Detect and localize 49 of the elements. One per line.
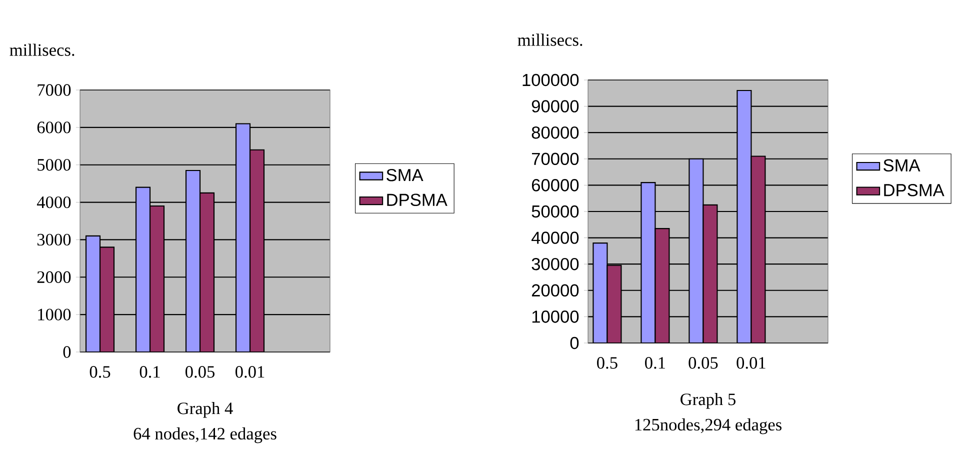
y-tick-label: 2000 (37, 271, 71, 283)
x-tick-label: 0.5 (90, 366, 110, 378)
y-tick-label: 70000 (532, 152, 579, 166)
bar (85, 235, 101, 352)
x-tick-label: 0.5 (597, 357, 618, 369)
bar (750, 156, 766, 343)
bar (606, 264, 622, 343)
x-tick-label: 0.05 (186, 366, 214, 378)
text: 125nodes,294 edages (635, 418, 782, 434)
x-tick-label: 0.01 (236, 366, 264, 378)
y-tick-label: 6000 (37, 122, 71, 134)
y-tick-label: 3000 (37, 234, 71, 246)
bar (702, 204, 718, 343)
bar (592, 242, 608, 343)
y-tick-label: 100000 (522, 74, 579, 86)
text: 64 nodes,142 edages (134, 427, 276, 444)
y-tick-label: 90000 (532, 100, 579, 112)
x-tick-label: 0.1 (140, 366, 160, 378)
legend-label: SMA (884, 159, 920, 172)
legend-label: DPSMA (387, 194, 448, 206)
x-tick-label: 0.05 (688, 357, 718, 369)
bar (688, 158, 704, 343)
x-tick-label: 0.01 (736, 357, 766, 369)
bar (736, 90, 752, 343)
text: Graph 5 (680, 393, 736, 409)
bar (235, 123, 251, 352)
y-tick-label: 1000 (38, 308, 71, 320)
bar (654, 228, 670, 343)
y-tick-label: 80000 (532, 126, 579, 139)
y-tick-label: 0 (63, 346, 71, 358)
y-tick-label: 5000 (38, 159, 71, 171)
y-tick-label: 30000 (532, 258, 579, 270)
legend-label: SMA (386, 168, 424, 182)
y-tick-label: 4000 (36, 196, 71, 208)
y-tick-label: 50000 (532, 205, 579, 218)
y-axis-title: millisecs. (518, 34, 582, 46)
x-tick-label: 0.1 (645, 357, 666, 369)
y-axis-title: millisecs. (10, 44, 74, 56)
y-tick-label: 40000 (531, 232, 579, 244)
bar (185, 170, 201, 352)
bar (640, 182, 656, 343)
text: Graph 4 (178, 402, 233, 418)
bar (135, 186, 151, 352)
y-tick-label: 10000 (532, 310, 579, 323)
y-tick-label: 7000 (38, 84, 71, 96)
y-tick-label: 20000 (532, 284, 579, 297)
y-tick-label: 60000 (532, 179, 579, 192)
legend-label: DPSMA (884, 184, 944, 196)
y-tick-label: 0 (570, 336, 579, 350)
